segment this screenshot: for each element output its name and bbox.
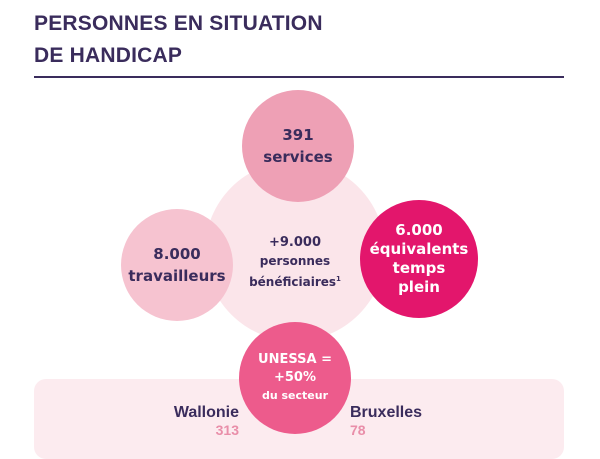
workers-circle: 8.000 travailleurs — [121, 209, 233, 321]
region-wallonie: Wallonie 313 — [169, 404, 239, 438]
region-bruxelles-value: 78 — [350, 422, 366, 438]
title-divider — [34, 76, 564, 78]
beneficiaries-text: +9.000 personnes bénéficiaires1 — [230, 234, 360, 291]
region-bruxelles-name: Bruxelles — [350, 404, 423, 421]
title-line-2: DE HANDICAP — [34, 44, 183, 67]
footnote-marker: 1 — [336, 275, 341, 283]
unessa-label: UNESSA = — [258, 352, 332, 367]
fte-count: 6.000 — [395, 221, 443, 239]
unessa-caption: du secteur — [261, 389, 329, 402]
services-count: 391 — [282, 126, 314, 144]
services-label: services — [263, 148, 333, 166]
beneficiaries-label-1: personnes — [259, 254, 331, 268]
title-line-1: PERSONNES EN SITUATION — [34, 12, 323, 35]
beneficiaries-label-2-wrap: bénéficiaires1 — [230, 270, 360, 291]
workers-count: 8.000 — [153, 245, 201, 263]
fte-label-3: plein — [398, 278, 440, 296]
beneficiaries-label-2: bénéficiaires — [249, 275, 337, 289]
services-circle: 391 services — [242, 90, 354, 202]
unessa-share: +50% — [273, 370, 316, 385]
page-title: PERSONNES EN SITUATION DE HANDICAP — [34, 8, 323, 72]
beneficiaries-count: +9.000 — [268, 235, 321, 250]
fte-circle: 6.000 équivalents temps plein — [360, 200, 478, 318]
region-bruxelles: Bruxelles 78 — [350, 404, 422, 438]
fte-label-2: temps — [392, 259, 446, 277]
fte-label-1: équivalents — [369, 240, 469, 258]
unessa-circle: UNESSA = +50% du secteur — [239, 322, 351, 434]
workers-label: travailleurs — [128, 267, 226, 285]
region-wallonie-name: Wallonie — [173, 404, 239, 421]
region-wallonie-value: 313 — [215, 422, 239, 438]
